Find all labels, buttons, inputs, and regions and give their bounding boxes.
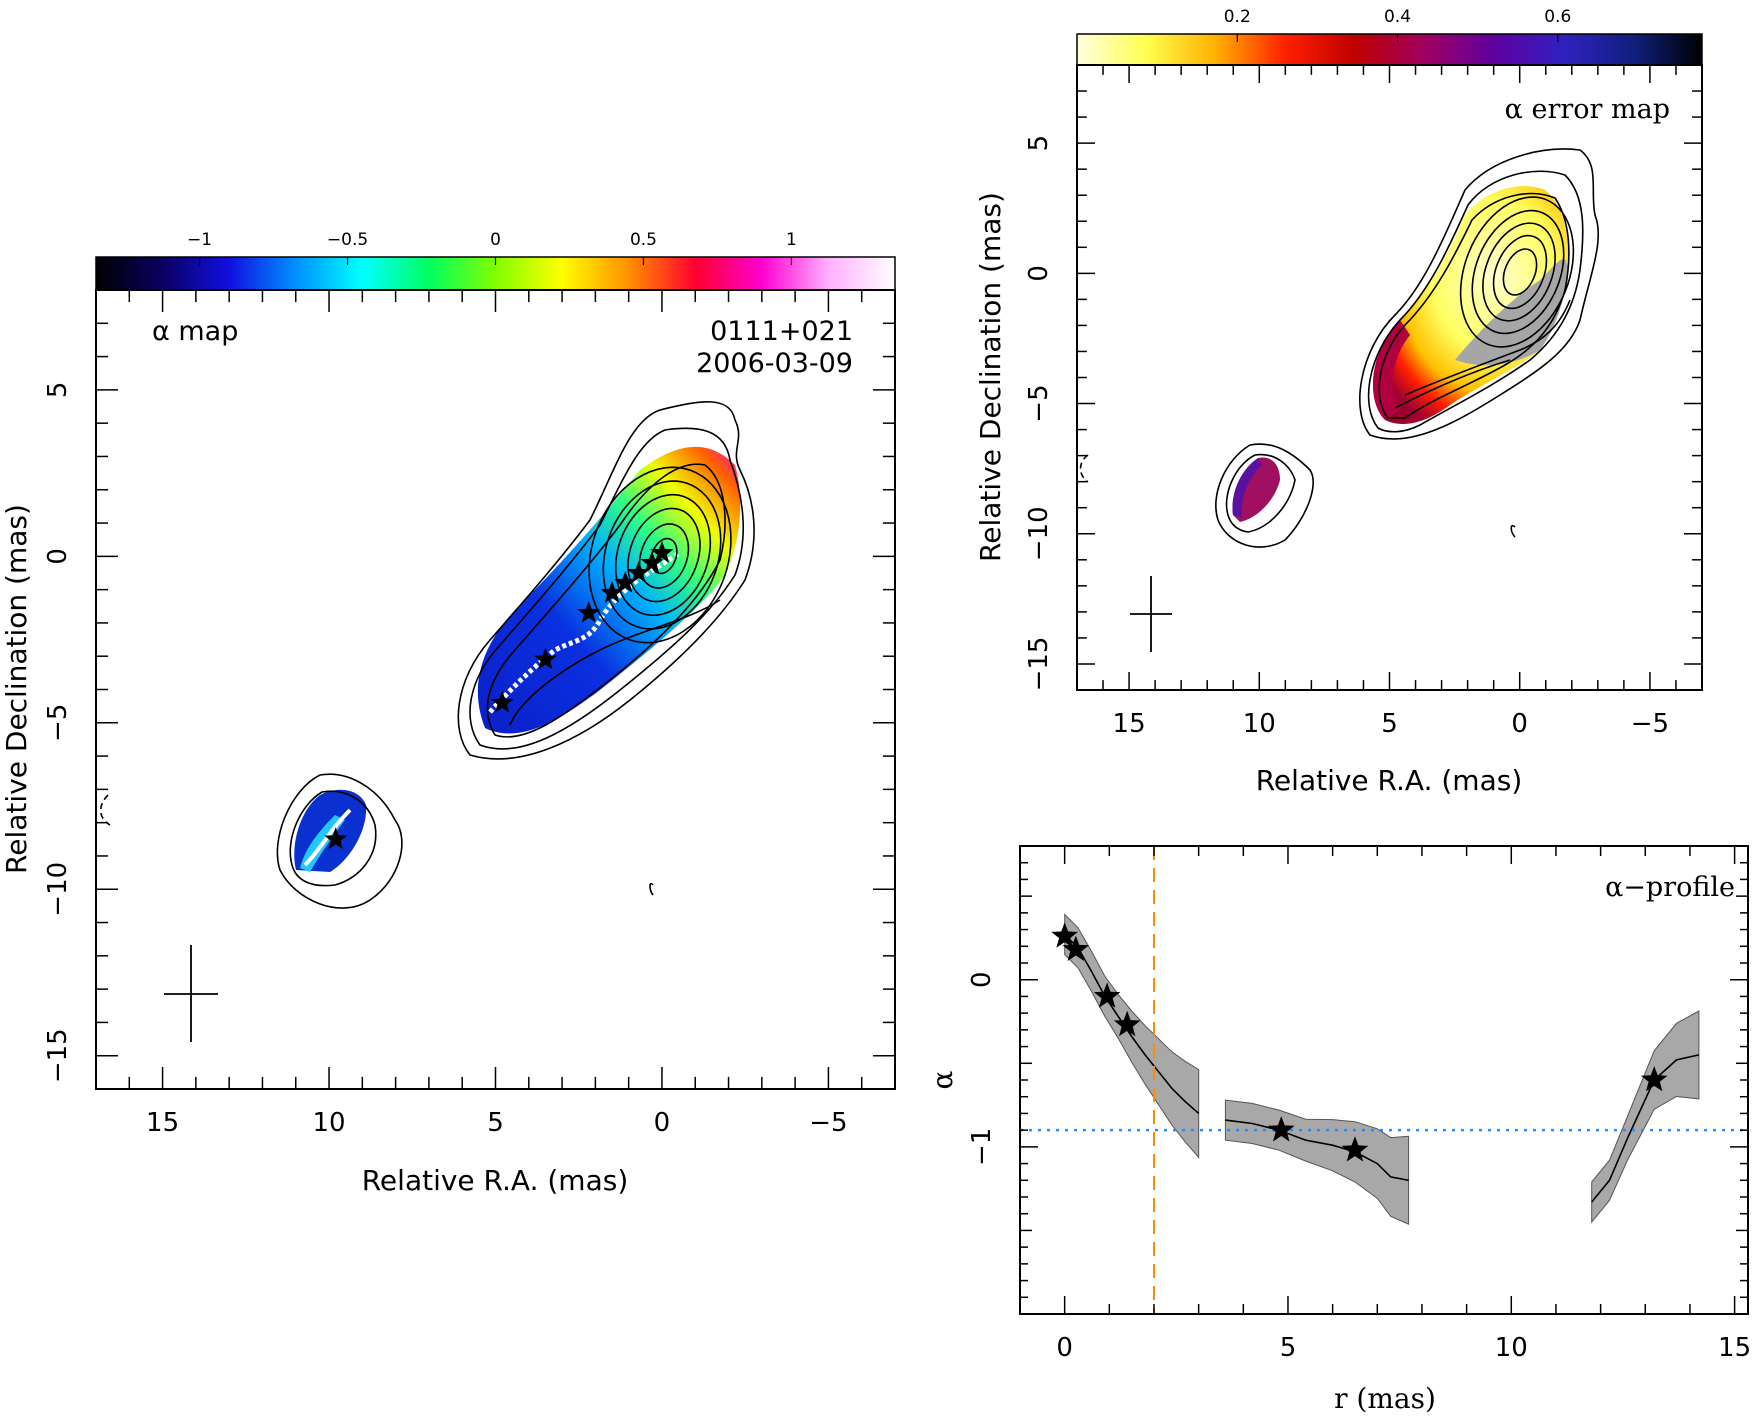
y-tick-label: 0 [43,548,73,565]
y-tick-label: 0 [967,971,997,988]
y-tick-label: −1 [967,1128,997,1166]
alpha-map-ridge-stars [324,541,674,849]
alpha-map-axes: 15 10 5 0 −5 5 0 −5 −10 −15 [43,289,896,1138]
x-tick-label: −5 [1631,709,1669,739]
profile-star [1051,922,1078,948]
ridge-star [613,571,637,593]
beam-cross-a [164,945,218,1042]
beam-cross-b [1130,576,1172,652]
colorbar-tick-label: −1 [187,230,212,250]
profile-line [1225,1119,1409,1182]
profile-line [1064,934,1200,1115]
alpha-error-ylabel: Relative Declination (mas) [974,192,1007,562]
ridge-star [324,827,348,849]
ridge-star [577,600,601,623]
y-tick-label: −10 [43,862,73,917]
alpha-error-contours [1079,148,1600,548]
profile-star [1093,982,1121,1008]
ridge-star [490,690,514,713]
x-tick-label: 0 [1056,1333,1073,1363]
x-tick-label: 15 [146,1108,179,1138]
alpha-map-contours [99,401,755,909]
ridge-star [650,541,674,563]
alpha-map-title: α map [152,316,238,347]
x-tick-label: 5 [487,1108,504,1138]
profile-star [1268,1116,1295,1142]
alpha-map-panel: −1 −0.5 0 0.5 1 [0,230,896,1197]
y-tick-label: −15 [1024,637,1054,692]
ridge-star [534,647,557,670]
x-tick-label: −5 [809,1108,847,1138]
colorbar-error-labels: 0.2 0.4 0.6 [1224,7,1571,42]
x-tick-label: 5 [1280,1333,1297,1363]
ridge-star [640,551,664,573]
profile-line [1591,1054,1700,1203]
colorbar-tick-label: 0.5 [630,230,657,250]
x-tick-label: 10 [1495,1333,1528,1363]
colorbar-tick-label: 1 [786,230,797,250]
ridge-star [627,561,651,583]
error-emission-region [1373,186,1569,425]
y-tick-label: −10 [1024,506,1054,561]
x-tick-label: 10 [312,1108,345,1138]
x-tick-label: 0 [1511,709,1528,739]
alpha-profile-content [1020,846,1748,1314]
alpha-map-xlabel: Relative R.A. (mas) [362,1164,629,1197]
y-tick-label: −5 [1024,384,1054,422]
alpha-error-axes: 15 10 5 0 −5 5 0 −5 −10 −15 [1024,64,1703,739]
y-tick-label: −15 [43,1028,73,1083]
error-edge-band [1373,320,1410,420]
x-tick-label: 15 [1718,1333,1751,1363]
colorbar-alpha-labels: −1 −0.5 0 0.5 1 [187,230,797,265]
y-tick-label: −5 [43,704,73,742]
alpha-profile-title: α−profile [1605,872,1735,903]
alpha-profile-xlabel: r (mas) [1334,1382,1436,1415]
y-tick-label: 5 [1024,135,1054,152]
error-band [1224,1099,1410,1225]
profile-star [1341,1136,1369,1162]
alpha-map-image [294,446,741,872]
colorbar-tick-label: −0.5 [327,230,368,250]
error-secondary-edge [1232,458,1262,518]
alpha-error-xlabel: Relative R.A. (mas) [1256,764,1523,797]
colorbar-tick-label: 0 [490,230,501,250]
alpha-error-title: α error map [1505,94,1670,125]
alpha-profile-ylabel: α [926,1070,959,1089]
x-tick-label: 10 [1243,709,1276,739]
profile-star [1062,935,1090,961]
colorbar-error [1076,33,1703,66]
colorbar-tick-label: 0.2 [1224,7,1251,27]
y-tick-label: 5 [43,382,73,399]
observation-date: 2006-03-09 [696,348,853,379]
y-tick-label: 0 [1024,265,1054,282]
profile-star [1113,1010,1141,1037]
alpha-map-ylabel: Relative Declination (mas) [0,504,33,874]
error-band [1591,1010,1700,1224]
alpha-error-image [1232,186,1569,522]
source-name: 0111+021 [710,316,853,347]
alpha-profile-frame [1019,845,1749,1315]
x-tick-label: 0 [654,1108,671,1138]
colorbar-tick-label: 0.6 [1544,7,1571,27]
profile-star [1640,1066,1668,1092]
x-tick-label: 15 [1113,709,1146,739]
alpha-profile-panel: 0 5 10 15 0 −1 α−profile r (mas) α [926,845,1751,1415]
ridge-line-secondary [303,808,352,867]
colorbar-tick-label: 0.4 [1384,7,1411,27]
x-tick-label: 5 [1381,709,1398,739]
ridge-star [600,581,624,603]
alpha-profile-axes: 0 5 10 15 0 −1 [967,846,1751,1363]
alpha-error-map-panel: 0.2 0.4 0.6 [974,7,1703,797]
